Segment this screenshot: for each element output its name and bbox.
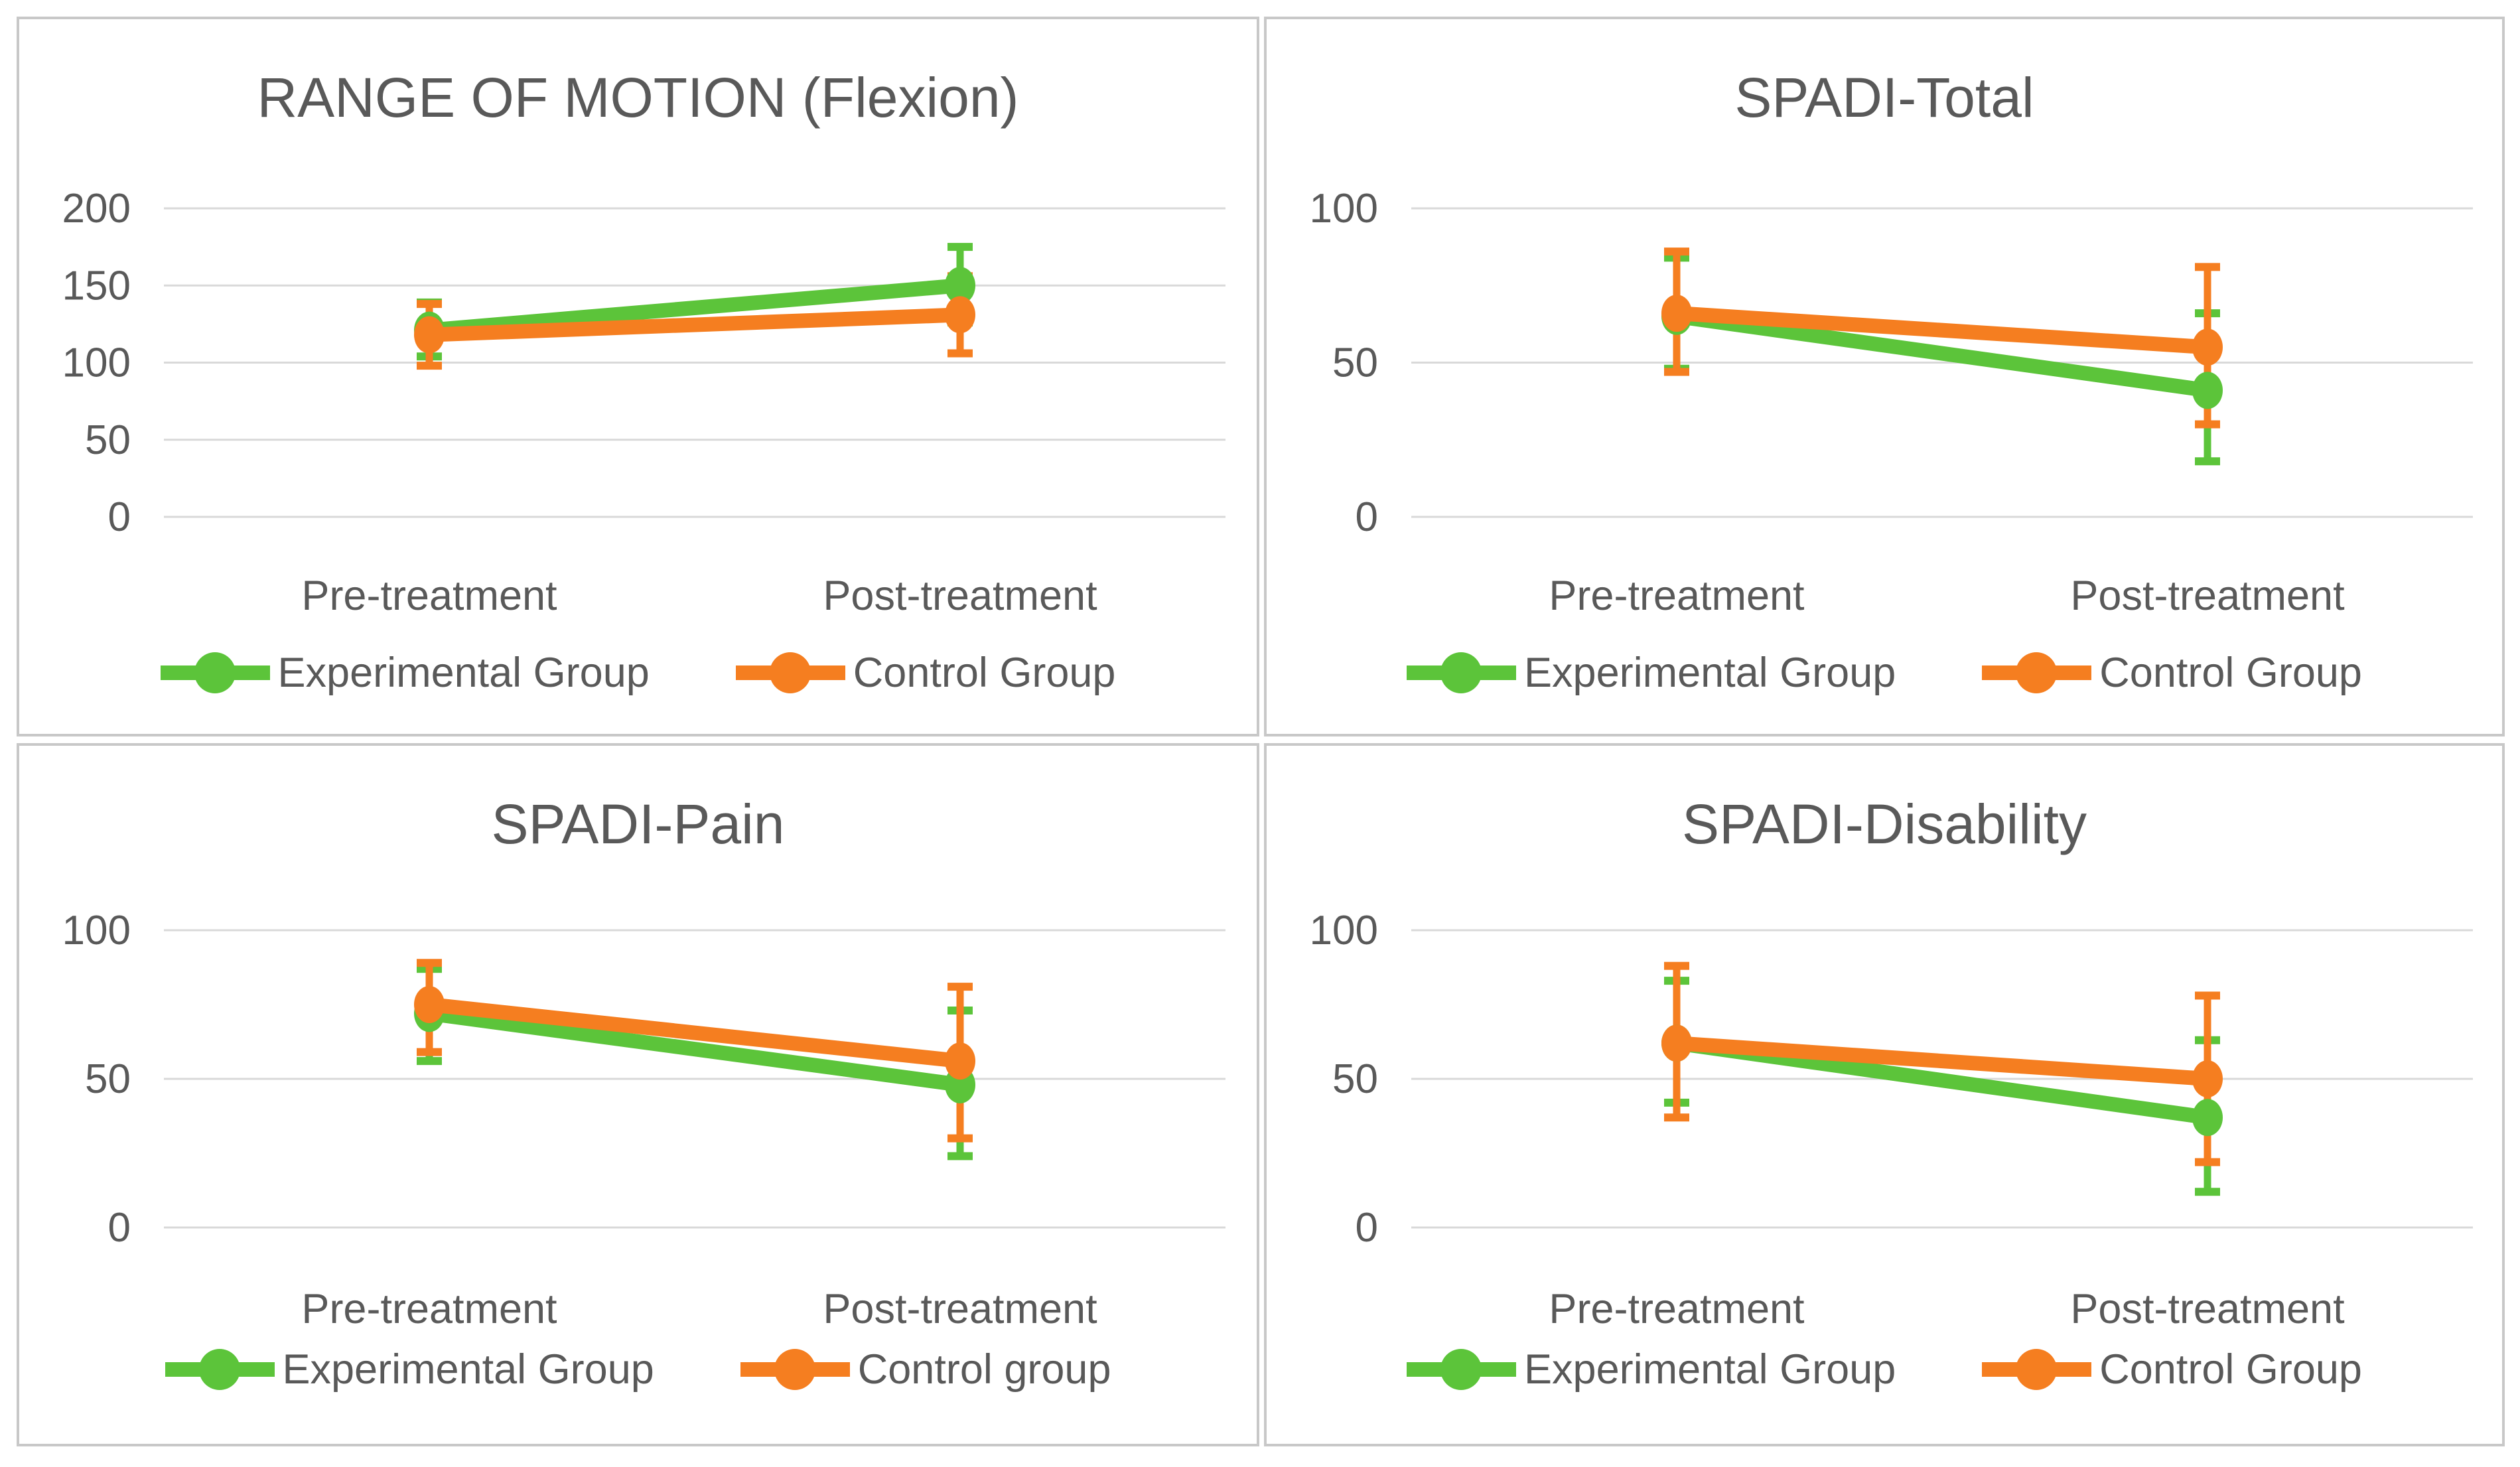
legend-circle [2016, 1349, 2058, 1390]
y-tick-label: 50 [85, 417, 131, 463]
series-line-experimental-group [1669, 309, 2215, 398]
legend-item-experimental-group: Experimental Group [160, 643, 650, 703]
line-circle-marker-icon [1982, 1349, 2092, 1390]
legend-circle [2016, 652, 2058, 693]
chart-canvas-spadi-pain: 0 50 100 Pre-treatment Post-treatment [62, 908, 1225, 1332]
data-point-marker [2192, 328, 2223, 366]
y-tick-label: 200 [62, 186, 131, 232]
chart-legend: Experimental Group Control Group [1267, 1330, 2502, 1409]
legend-circle [769, 652, 811, 693]
chart-title-spadi-disability: SPADI-Disability [1682, 793, 2087, 855]
legend-circle [774, 1349, 815, 1390]
legend-item-control-group: Control Group [1982, 1340, 2362, 1399]
y-tick-label: 50 [1332, 1056, 1378, 1102]
chart-canvas-spadi-disability: 0 50 100 Pre-treatment Post-treatment [1310, 908, 2473, 1332]
y-tick-label: 0 [1356, 1205, 1378, 1251]
line-circle-marker-icon [165, 1349, 275, 1390]
series-line-control-group [422, 307, 967, 342]
legend-circle [1440, 1349, 1482, 1390]
legend-label: Control Group [2099, 650, 2362, 696]
y-tick-label: 100 [1310, 186, 1378, 232]
chart-panel-spadi-disability: 0 50 100 Pre-treatment Post-treatment SPADI-… [1264, 743, 2505, 1446]
legend-label: Experimental Group [282, 1346, 654, 1393]
legend-item-control-group: Control Group [735, 643, 1116, 703]
y-tick-label: 0 [108, 494, 131, 540]
legend-item-control-group: Control Group [1982, 643, 2362, 703]
data-point-marker [2192, 1060, 2223, 1097]
x-category-label: Pre-treatment [1549, 1286, 1805, 1332]
chart-legend: Experimental Group Control Group [1267, 633, 2502, 713]
x-category-label: Post-treatment [2070, 1286, 2345, 1332]
x-category-label: Pre-treatment [301, 1286, 557, 1332]
y-tick-label: 150 [62, 263, 131, 309]
data-point-marker [2192, 1099, 2223, 1137]
series-line-control-group [1669, 306, 2215, 355]
legend-item-experimental-group: Experimental Group [1407, 643, 1896, 703]
y-tick-label: 100 [62, 340, 131, 386]
legend-label: Experimental Group [277, 650, 650, 696]
legend-label: Experimental Group [1524, 1346, 1896, 1393]
x-category-label: Post-treatment [823, 573, 1097, 619]
line-circle-marker-icon [740, 1349, 850, 1390]
line-circle-marker-icon [1982, 652, 2092, 693]
y-tick-label: 50 [85, 1056, 131, 1102]
data-point-marker [945, 1042, 975, 1080]
legend-circle [1440, 652, 1482, 693]
chart-panel-range-of-motion-flexion: 0 50 100 150 200 Pre-treatment Post-treatment … [17, 17, 1259, 736]
legend-label: Control Group [2099, 1346, 2362, 1393]
legend-label: Control Group [853, 650, 1116, 696]
chart-canvas-range-of-motion: 0 50 100 150 200 Pre-treatment Post-treatment [62, 186, 1225, 619]
data-point-marker [1661, 295, 1692, 332]
series-line-experimental-group [422, 278, 967, 338]
line-circle-marker-icon [1407, 1349, 1517, 1390]
y-tick-label: 0 [108, 1205, 131, 1251]
line-circle-marker-icon [160, 652, 270, 693]
legend-circle [198, 1349, 240, 1390]
legend-item-experimental-group: Experimental Group [1407, 1340, 1896, 1399]
chart-panel-spadi-total: 0 50 100 Pre-treatment Post-treatment SPADI-… [1264, 17, 2505, 736]
series-line-control-group [1669, 1036, 2215, 1086]
data-point-marker [414, 986, 445, 1023]
data-point-marker [945, 296, 975, 334]
legend-circle [194, 652, 236, 693]
chart-legend: Experimental Group Control group [19, 1330, 1257, 1409]
data-point-marker [1661, 1024, 1692, 1062]
chart-title-range-of-motion: RANGE OF MOTION (Flexion) [257, 66, 1019, 129]
x-category-label: Pre-treatment [1549, 573, 1805, 619]
y-tick-label: 100 [62, 908, 131, 953]
data-point-marker [414, 316, 445, 354]
chart-canvas-spadi-total: 0 50 100 Pre-treatment Post-treatment [1310, 186, 2473, 619]
chart-legend: Experimental Group Control Group [19, 633, 1257, 713]
chart-title-spadi-pain: SPADI-Pain [491, 793, 785, 855]
x-category-label: Post-treatment [2070, 573, 2345, 619]
series-line-experimental-group [422, 1006, 967, 1092]
legend-label: Control group [857, 1346, 1111, 1393]
line-circle-marker-icon [735, 652, 845, 693]
legend-item-experimental-group: Experimental Group [165, 1340, 654, 1399]
data-point-marker [945, 267, 975, 305]
chart-panel-spadi-pain: 0 50 100 Pre-treatment Post-treatment SPADI-… [17, 743, 1259, 1446]
legend-item-control-group: Control group [740, 1340, 1111, 1399]
line-circle-marker-icon [1407, 652, 1517, 693]
data-point-marker [2192, 372, 2223, 409]
series-line-control-group [422, 997, 967, 1069]
x-category-label: Post-treatment [823, 1286, 1097, 1332]
y-tick-label: 50 [1332, 340, 1378, 386]
x-category-label: Pre-treatment [301, 573, 557, 619]
chart-title-spadi-total: SPADI-Total [1734, 66, 2034, 129]
y-tick-label: 100 [1310, 908, 1378, 953]
y-tick-label: 0 [1356, 494, 1378, 540]
legend-label: Experimental Group [1524, 650, 1896, 696]
